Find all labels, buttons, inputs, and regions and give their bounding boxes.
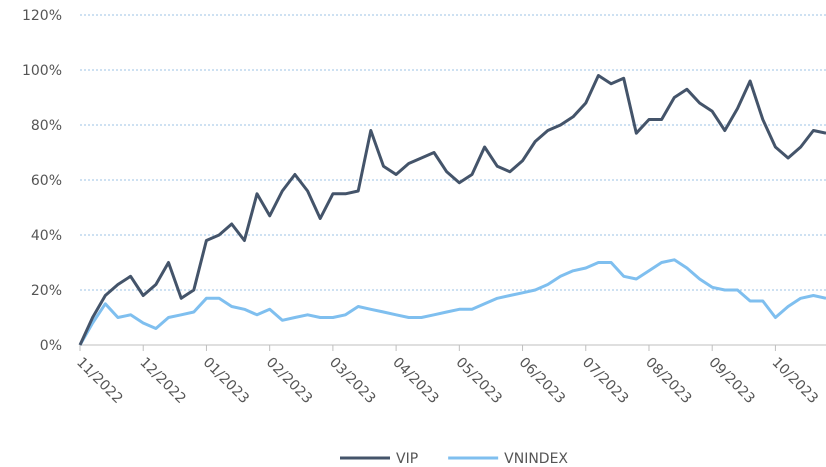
x-tick-label: 02/2023	[263, 355, 315, 407]
x-tick-label: 08/2023	[642, 355, 694, 407]
legend-label: VNINDEX	[504, 451, 568, 467]
series-line	[78, 258, 826, 346]
x-tick-label: 03/2023	[326, 355, 378, 407]
x-tick-label: 05/2023	[452, 355, 504, 407]
y-tick-label: 0%	[40, 338, 62, 354]
x-tick-label: 11/2022	[73, 355, 125, 407]
x-tick-label: 04/2023	[389, 355, 441, 407]
x-tick-label: 10/2023	[769, 355, 821, 407]
series-line	[78, 74, 826, 346]
y-tick-label: 80%	[31, 118, 62, 134]
y-tick-label: 60%	[31, 173, 62, 189]
y-tick-label: 100%	[22, 63, 62, 79]
y-tick-label: 20%	[31, 283, 62, 299]
y-tick-label: 40%	[31, 228, 62, 244]
x-tick-label: 09/2023	[705, 355, 757, 407]
legend-label: VIP	[396, 451, 418, 467]
x-tick-label: 01/2023	[200, 355, 252, 407]
x-tick-label: 06/2023	[516, 355, 568, 407]
y-tick-label: 120%	[22, 8, 62, 24]
x-tick-label: 07/2023	[579, 355, 631, 407]
x-tick-label: 12/2022	[136, 355, 188, 407]
legend: VIP VNINDEX	[340, 451, 568, 467]
